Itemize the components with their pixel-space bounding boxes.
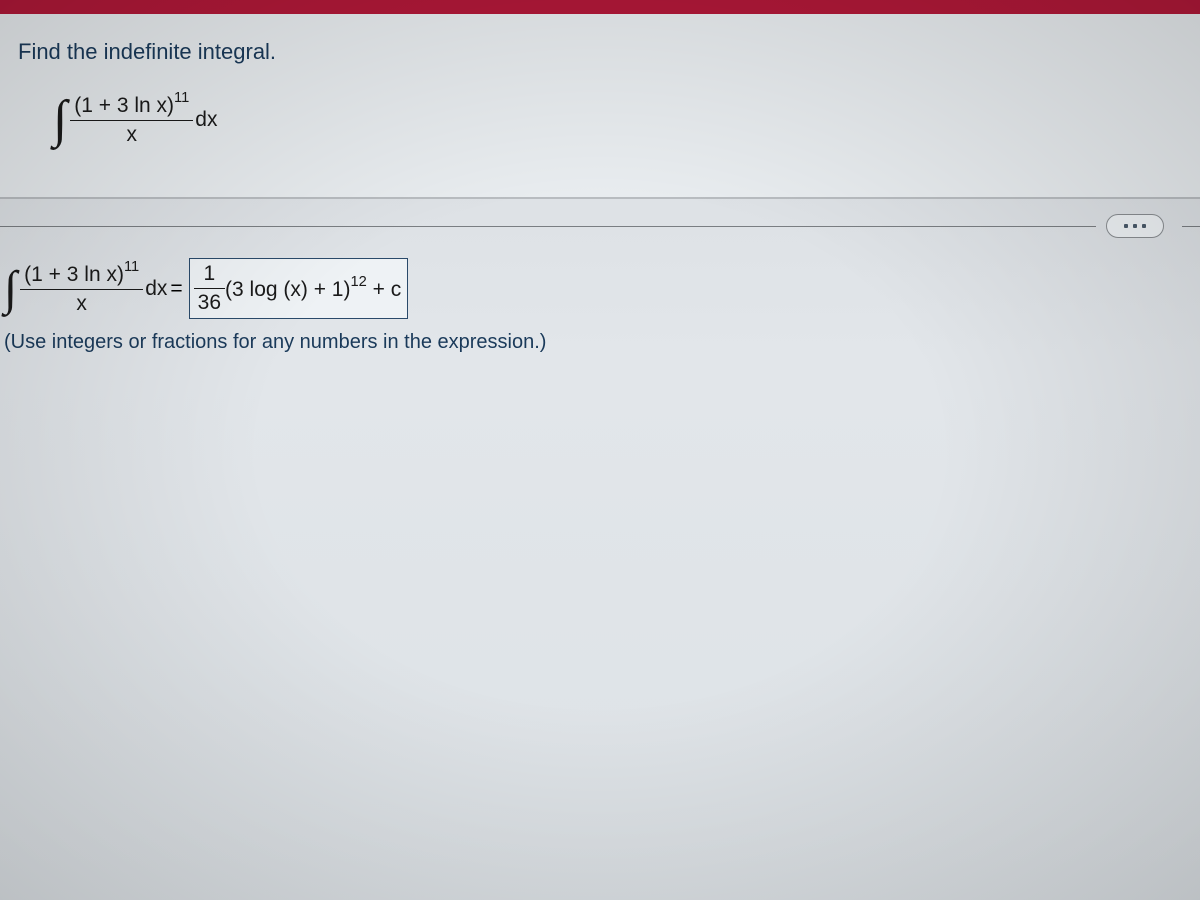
more-button[interactable]: [1106, 214, 1164, 238]
answer-lhs-dx: dx: [145, 277, 167, 301]
question-panel: Find the indefinite integral. ∫ (1 + 3 l…: [0, 14, 1200, 199]
fraction-line: [70, 120, 193, 121]
answer-expr-base: (3 log (x) + 1): [225, 278, 350, 301]
answer-lhs-numerator: (1 + 3 ln x)11: [20, 261, 143, 287]
integrand-fraction: (1 + 3 ln x)11 x: [70, 92, 193, 147]
answer-coef-fraction: 1 36: [194, 262, 225, 315]
answer-lhs-fraction: (1 + 3 ln x)11 x: [20, 261, 143, 316]
denominator: x: [123, 123, 142, 147]
answer-expr-exp: 12: [350, 274, 366, 290]
answer-section: ∫ (1 + 3 ln x)11 x dx = 1 36 (3 log (x) …: [0, 258, 1200, 354]
numerator-exponent: 11: [174, 90, 189, 106]
answer-integral-sign-icon: ∫: [4, 261, 17, 316]
answer-hint: (Use integers or fractions for any numbe…: [4, 331, 1200, 354]
answer-lhs-exp: 11: [124, 259, 139, 275]
answer-tail: + c: [367, 278, 401, 301]
differential: dx: [195, 108, 217, 132]
top-accent-bar: [0, 0, 1200, 14]
divider-line-left: [0, 226, 1096, 227]
answer-coef-den: 36: [194, 291, 225, 315]
integral-sign-icon: ∫: [53, 90, 67, 149]
numerator: (1 + 3 ln x)11: [70, 92, 193, 118]
answer-lhs-denominator: x: [72, 292, 91, 316]
question-prompt: Find the indefinite integral.: [18, 39, 1180, 65]
answer-coef-line: [194, 288, 225, 289]
numerator-base: (1 + 3 ln x): [74, 94, 174, 117]
answer-input-box[interactable]: 1 36 (3 log (x) + 1)12 + c: [189, 258, 409, 319]
equals-sign: =: [170, 277, 182, 301]
question-integral: ∫ (1 + 3 ln x)11 x dx: [53, 90, 1180, 149]
more-icon: [1124, 224, 1146, 228]
answer-equation: ∫ (1 + 3 ln x)11 x dx = 1 36 (3 log (x) …: [4, 258, 1200, 319]
answer-coef-num: 1: [199, 262, 219, 286]
answer-lhs-line: [20, 289, 143, 290]
answer-lhs-base: (1 + 3 ln x): [24, 263, 124, 286]
answer-expr: (3 log (x) + 1)12 + c: [225, 276, 401, 302]
divider-line-right: [1182, 226, 1200, 227]
section-divider: [0, 214, 1200, 238]
